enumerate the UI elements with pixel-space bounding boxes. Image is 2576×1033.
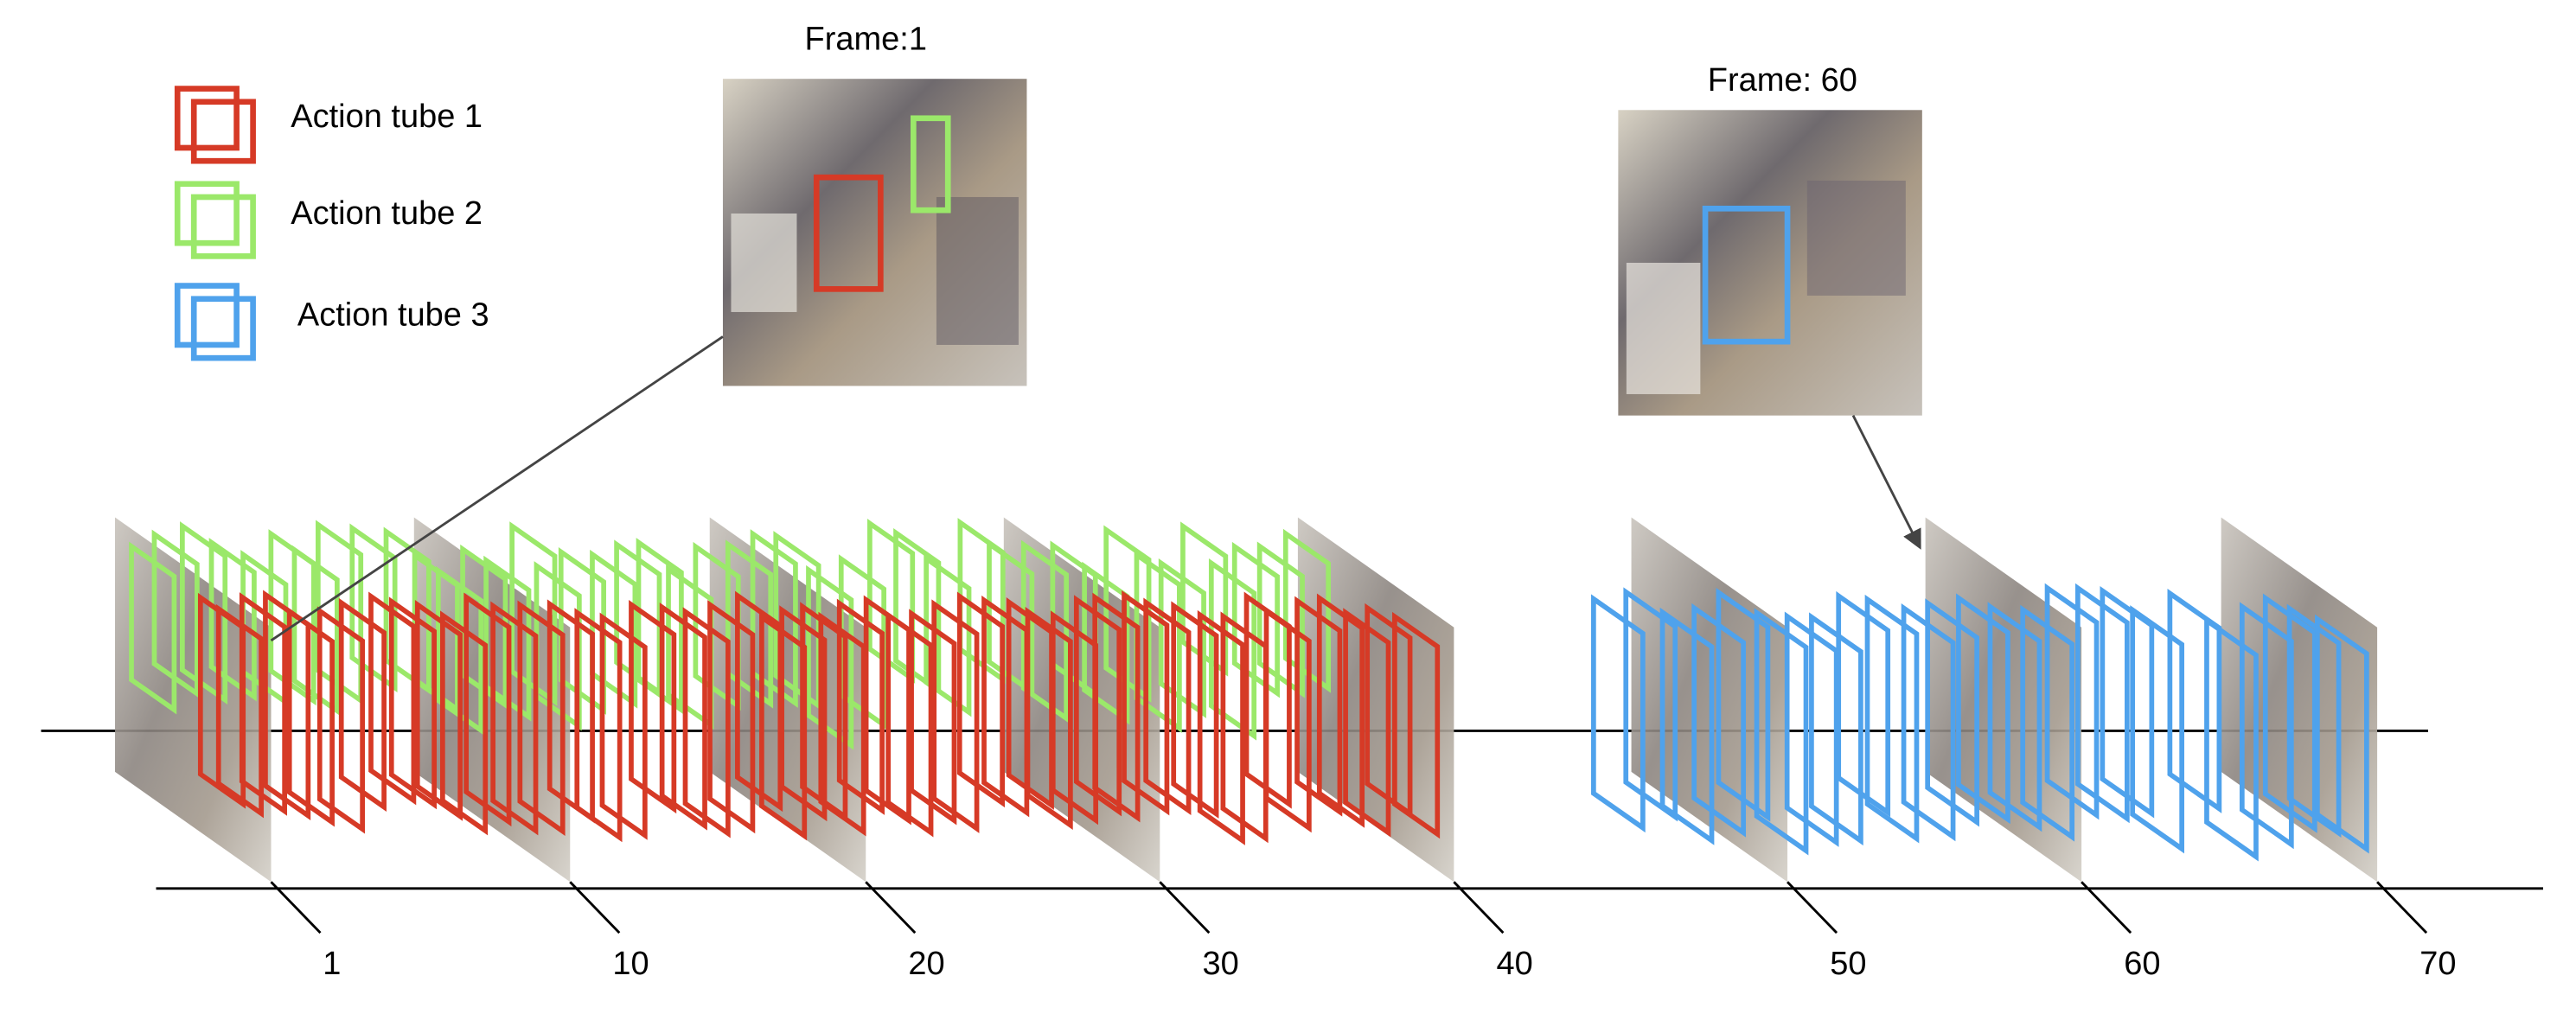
frame-ticks: 1 10 20 30 40 50 60 70 (270, 881, 2457, 982)
legend-label: Action tube 2 (291, 195, 483, 232)
frame-label: Frame: 60 (1708, 62, 1857, 99)
tube-box (735, 590, 783, 813)
video-frame (115, 517, 272, 883)
tube-box (1809, 612, 1863, 846)
tick-label: 10 (612, 946, 649, 982)
frame-label: Frame:1 (805, 22, 927, 58)
tube-box (931, 599, 980, 833)
tube-box (388, 596, 437, 810)
tube-box (682, 607, 731, 839)
tube-box (1025, 606, 1073, 831)
tube-box (818, 611, 866, 837)
tube-box (2167, 589, 2222, 813)
tube-box (2020, 604, 2075, 842)
tube-box (725, 539, 774, 709)
tube-box (215, 603, 264, 819)
tube-box (1784, 611, 1839, 847)
tick-label: 1 (323, 946, 341, 982)
tick-line (2081, 881, 2132, 934)
tube-box (1122, 590, 1170, 816)
tube-box (981, 595, 1030, 818)
tube-box (1197, 609, 1245, 845)
tube-box (239, 592, 287, 816)
tick-label: 70 (2419, 946, 2456, 982)
tick-label: 40 (1497, 946, 1533, 982)
tube-box (885, 610, 934, 838)
tube-box (1073, 595, 1122, 817)
tube-box (1836, 590, 1891, 818)
tube-box (436, 565, 484, 736)
tube-box (2262, 593, 2317, 833)
tube-box (460, 544, 508, 710)
tube-box (349, 523, 398, 692)
tube-box (1082, 561, 1130, 725)
tick-line (1453, 881, 1505, 934)
tube-box (1050, 610, 1099, 826)
tube-box (1716, 588, 1771, 822)
tube-box (1220, 611, 1269, 844)
tube-box (750, 529, 798, 708)
tube-box (1006, 597, 1054, 810)
tube-box (1282, 528, 1332, 693)
frame-thumbnail (1618, 110, 1922, 416)
tube-box (1294, 596, 1343, 817)
legend-icon (174, 86, 256, 361)
tube-box (208, 538, 257, 702)
tick-label: 60 (2124, 946, 2160, 982)
legend-label: Action tube 3 (297, 297, 489, 334)
video-frame (2221, 517, 2378, 883)
tick-label: 20 (908, 946, 944, 982)
tube-box (1392, 611, 1441, 839)
tick-label: 30 (1202, 946, 1238, 982)
tube-box (1180, 521, 1229, 677)
tube-box (1208, 558, 1257, 741)
tube-box (316, 606, 365, 834)
tube-box (1158, 558, 1206, 718)
tube-box (2204, 615, 2259, 862)
action-tubes (129, 518, 2369, 862)
tube-box (129, 541, 177, 715)
tube-box (440, 610, 489, 836)
tick-line (1159, 881, 1211, 934)
legend-label: Action tube 1 (291, 99, 483, 135)
tube-box (1691, 603, 1746, 838)
tube-box (509, 521, 558, 706)
tube-box (1864, 594, 1920, 844)
tube-box (414, 599, 463, 821)
tube-box (2075, 583, 2130, 824)
tick-line (569, 881, 621, 934)
tick-line (865, 881, 917, 934)
frame-thumbnail (722, 79, 1027, 386)
tube-box (867, 519, 916, 684)
tick-line (2376, 881, 2428, 934)
tube-box (1901, 603, 1956, 842)
tube-box (1343, 608, 1391, 838)
tube-box (291, 545, 340, 716)
tick-line (1787, 881, 1838, 934)
tube-box (636, 538, 684, 715)
tick-label: 50 (1830, 946, 1866, 982)
tube-box (574, 608, 623, 843)
tick-line (270, 881, 322, 934)
tube-box (779, 605, 828, 822)
tube-box (2286, 603, 2342, 839)
tube-box (909, 609, 957, 826)
tube-box (1754, 608, 1809, 856)
tube-box (659, 603, 707, 831)
tube-box (806, 564, 854, 750)
tube-box (956, 591, 1005, 808)
pointer-line (270, 335, 724, 642)
tube-box (368, 591, 417, 806)
tube-box (2239, 602, 2294, 850)
tube-box (2315, 614, 2369, 854)
tube-box (2130, 605, 2185, 854)
tube-box (759, 612, 808, 841)
pointer-arrow (1851, 415, 1921, 550)
